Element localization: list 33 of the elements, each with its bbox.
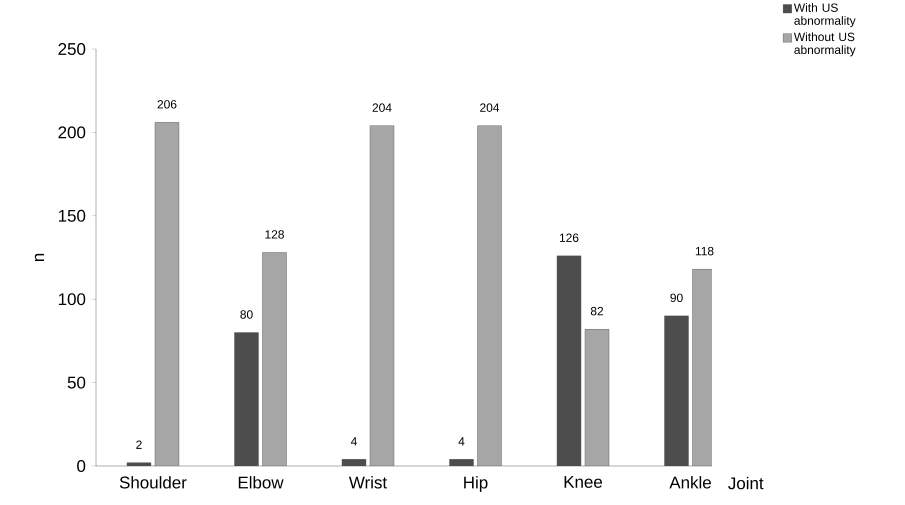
x-tick-label: Shoulder: [120, 476, 187, 489]
y-axis-title: n: [34, 254, 44, 262]
data-label: 118: [696, 246, 714, 256]
bar: [370, 126, 394, 466]
y-tick-label: 250: [58, 43, 86, 55]
y-tick-label: 100: [58, 293, 86, 306]
x-tick-label: Wrist: [348, 476, 387, 489]
data-label: 206: [158, 100, 176, 109]
y-tick-label: 0: [77, 460, 86, 472]
data-label: 82: [590, 306, 604, 316]
bar: [154, 122, 180, 466]
y-tick-label: 200: [58, 126, 86, 138]
data-label: 4: [350, 437, 357, 446]
data-label: 4: [458, 437, 464, 446]
x-tick-label: Knee: [564, 476, 602, 488]
bar: [584, 329, 610, 466]
x-tick-label: Ankle: [669, 476, 711, 489]
legend-label: With US abnormality: [794, 3, 856, 28]
data-label: 80: [240, 310, 253, 319]
legend-label: Without US abnormality: [794, 32, 856, 56]
y-tick-label: 50: [68, 376, 86, 389]
data-label: 204: [372, 103, 392, 112]
data-label: 126: [560, 234, 578, 242]
bar: [477, 126, 502, 466]
bar: [262, 252, 287, 466]
x-axis-title: Joint: [728, 476, 764, 490]
data-label: 204: [480, 103, 500, 112]
data-label: 2: [136, 440, 142, 449]
x-tick-label: Hip: [464, 476, 488, 492]
y-tick-label: 150: [58, 210, 86, 222]
data-label: 128: [265, 230, 284, 239]
data-label: 90: [670, 294, 683, 302]
x-tick-label: Elbow: [238, 476, 284, 489]
